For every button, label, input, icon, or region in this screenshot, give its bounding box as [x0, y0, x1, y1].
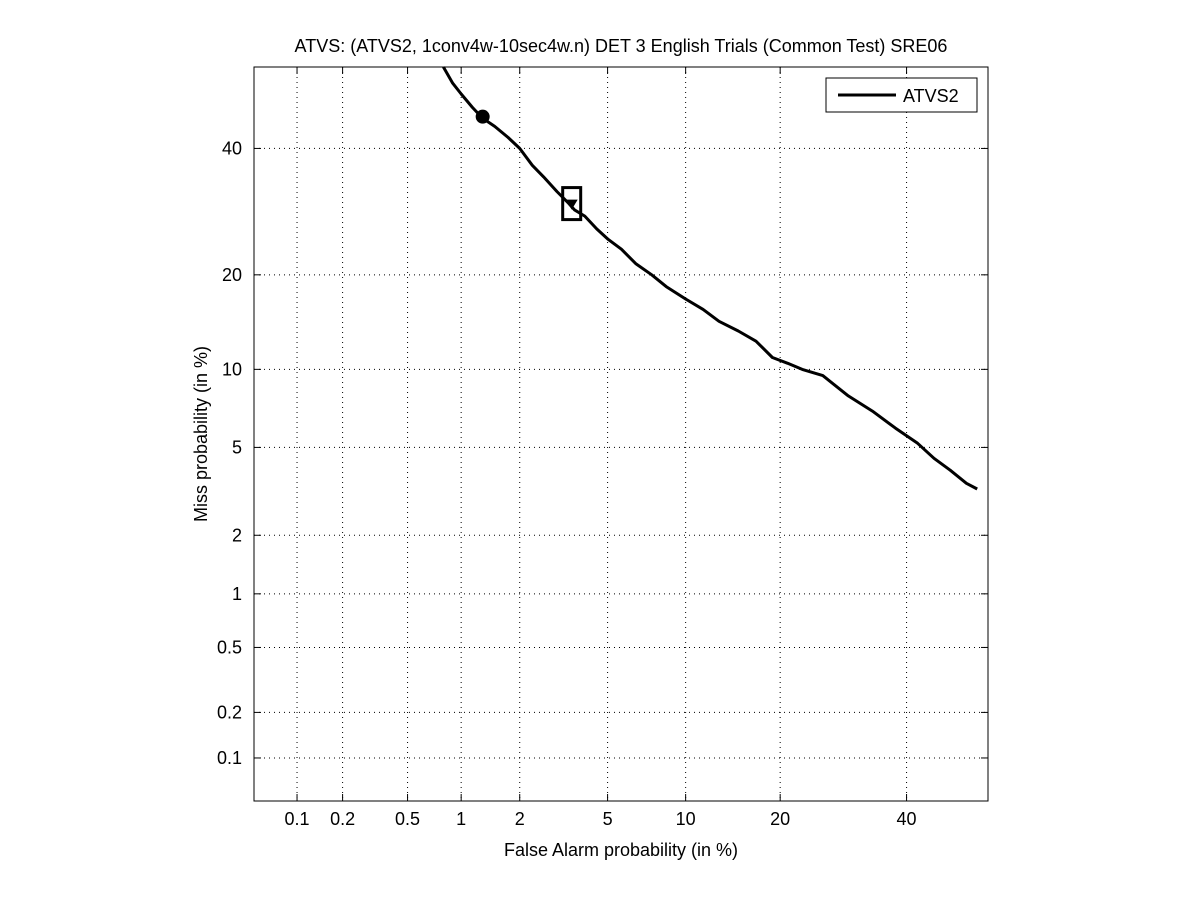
x-tick-labels: 0.1 0.2 0.5 1 2 5 10 20 40 [285, 809, 917, 829]
y-tick-label: 40 [222, 138, 242, 158]
legend: ATVS2 [825, 77, 978, 113]
legend-label-atvs2: ATVS2 [903, 86, 959, 106]
y-tick-label: 20 [222, 265, 242, 285]
x-tick-label: 0.1 [285, 809, 310, 829]
y-tick-label: 0.2 [217, 702, 242, 722]
series-layer [442, 66, 978, 491]
x-tick-label: 2 [515, 809, 525, 829]
x-tick-label: 40 [897, 809, 917, 829]
chart-title: ATVS: (ATVS2, 1conv4w-10sec4w.n) DET 3 E… [295, 36, 948, 56]
x-tick-label: 10 [676, 809, 696, 829]
min-dcf-circle-marker [475, 109, 490, 124]
eer-triangle-marker [565, 199, 578, 210]
x-tick-label: 0.5 [395, 809, 420, 829]
plot-area [253, 66, 989, 802]
series-line-atvs2 [442, 66, 978, 491]
x-tick-label: 0.2 [330, 809, 355, 829]
axis-ticks [254, 67, 988, 801]
y-tick-label: 5 [232, 437, 242, 457]
y-tick-labels: 0.1 0.2 0.5 1 2 5 10 20 40 [217, 138, 242, 768]
x-axis-label: False Alarm probability (in %) [504, 840, 738, 860]
y-tick-label: 0.5 [217, 637, 242, 657]
x-tick-label: 20 [770, 809, 790, 829]
x-tick-label: 1 [456, 809, 466, 829]
actual-dcf-square-marker [561, 186, 583, 222]
marker-layer [475, 109, 583, 222]
y-tick-label: 1 [232, 584, 242, 604]
x-tick-label: 5 [603, 809, 613, 829]
y-tick-label: 10 [222, 359, 242, 379]
y-tick-label: 0.1 [217, 748, 242, 768]
grid-lines [254, 67, 988, 801]
y-tick-label: 2 [232, 525, 242, 545]
y-axis-label: Miss probability (in %) [191, 346, 211, 522]
